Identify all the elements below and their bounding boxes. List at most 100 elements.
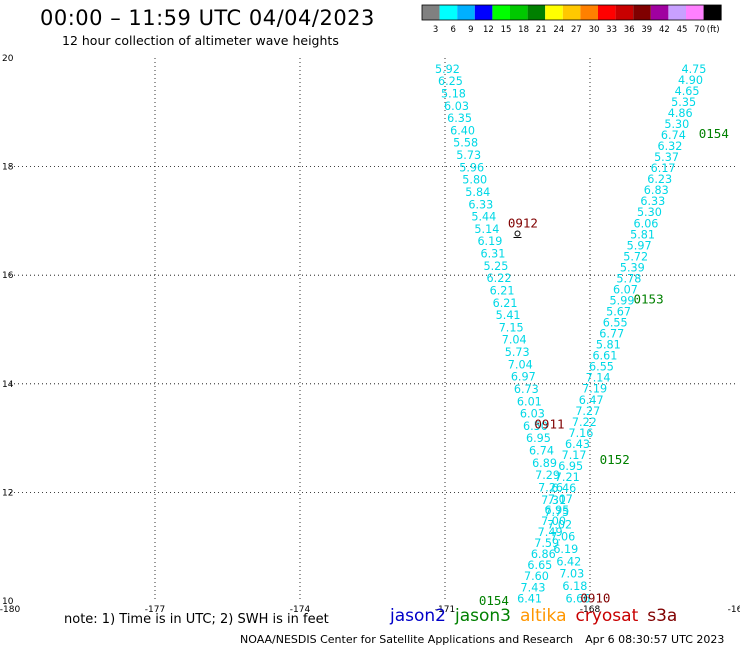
wave-height-value: 6.03 — [444, 100, 469, 113]
wave-height-value: 5.14 — [474, 223, 499, 236]
lon-tick-label: -16 — [728, 605, 740, 615]
wave-height-value: 7.22 — [572, 416, 597, 429]
legend-swatch — [545, 5, 563, 20]
footer-source: NOAA/NESDIS Center for Satellite Applica… — [240, 633, 574, 646]
legend-unit: (ft) — [707, 25, 720, 35]
wave-height-value: 5.41 — [496, 309, 521, 322]
wave-height-value: 6.35 — [447, 112, 472, 125]
wave-height-value: 6.50 — [523, 420, 548, 433]
wave-height-value: 5.97 — [627, 239, 652, 252]
wave-height-value: 6.21 — [490, 284, 515, 297]
map-title: 00:00 – 11:59 UTC 04/04/2023 — [40, 6, 375, 30]
wave-height-value: 6.61 — [592, 350, 617, 363]
wave-height-value: 6.06 — [634, 217, 659, 230]
legend-label: 39 — [641, 25, 652, 35]
wave-height-value: 6.42 — [556, 555, 581, 568]
wave-height-value: 6.01 — [517, 395, 542, 408]
legend-swatch — [527, 5, 546, 20]
wave-height-value: 6.40 — [450, 124, 475, 137]
wave-height-value: 6.31 — [480, 248, 505, 261]
wave-height-value: 5.99 — [610, 294, 635, 307]
lat-tick-label: 16 — [2, 271, 14, 281]
wave-height-value: 5.84 — [465, 186, 490, 199]
wave-height-value: 6.95 — [558, 460, 583, 473]
wave-height-value: 7.27 — [575, 405, 600, 418]
wave-height-value: 5.37 — [654, 151, 679, 164]
legend-swatch — [703, 5, 722, 20]
wave-height-value: 5.96 — [459, 161, 484, 174]
wave-height-value: 6.46 — [551, 482, 576, 495]
wave-height-value: 6.33 — [468, 198, 493, 211]
lon-tick-label: -171 — [435, 605, 455, 615]
lon-tick-label: -168 — [580, 605, 601, 615]
legend-swatch — [615, 5, 634, 20]
wave-height-value: 6.47 — [579, 394, 604, 407]
satellite-name: cryosat — [575, 606, 639, 626]
wave-height-value: 6.95 — [526, 432, 551, 445]
wave-height-value: 5.78 — [616, 272, 641, 285]
satellite-name: jason3 — [455, 606, 511, 626]
wave-height-value: 7.00 — [541, 515, 566, 528]
wave-height-value: 6.86 — [531, 548, 556, 561]
legend-label: 18 — [518, 25, 529, 35]
wave-height-value: 4.75 — [681, 63, 706, 76]
wave-height-value: 6.74 — [661, 129, 686, 142]
wave-height-value: 6.55 — [603, 317, 628, 330]
pass-time-label: 0154 — [479, 593, 509, 608]
wave-height-value: 7.07 — [548, 493, 573, 506]
wave-height-value: 6.25 — [438, 75, 463, 88]
legend-label: 3 — [433, 25, 438, 35]
legend-swatch — [422, 5, 440, 20]
wave-height-value: 7.02 — [547, 518, 572, 531]
wave-height-value: 6.97 — [511, 371, 536, 384]
legend-swatch — [668, 5, 686, 20]
wave-height-value: 7.60 — [524, 570, 549, 583]
color-legend: 3 6 9 12 15 18 21 24 27 30 33 36 39 42 45 70 (ft) — [421, 4, 722, 35]
satellite-name: altika — [520, 606, 567, 626]
footer-timestamp: Apr 6 08:30:57 UTC 2023 — [585, 633, 725, 646]
legend-label: 24 — [553, 25, 564, 35]
wave-height-value: 5.80 — [462, 174, 487, 187]
satellite-name: s3a — [647, 606, 678, 626]
footer-credit: NOAA/NESDIS Center for Satellite Applica… — [240, 633, 724, 646]
legend-label: 6 — [450, 25, 455, 35]
legend-swatch — [686, 5, 704, 20]
map-grid — [10, 58, 735, 601]
wave-height-value: 7.16 — [568, 427, 593, 440]
location-marker-icon — [513, 230, 522, 238]
wave-height-value: 7.06 — [550, 531, 575, 544]
legend-label: 21 — [536, 25, 547, 35]
legend-swatch — [474, 5, 493, 20]
wave-height-value: 7.04 — [508, 358, 533, 371]
wave-height-value: 7.49 — [538, 526, 563, 539]
wave-height-value: 6.95 — [545, 504, 570, 517]
wave-height-value: 4.65 — [675, 85, 700, 98]
wave-height-value: 6.21 — [493, 297, 518, 310]
satellite-name: jason2 — [390, 606, 446, 626]
wave-height-value: 6.19 — [477, 235, 502, 248]
wave-height-value: 6.17 — [651, 162, 676, 175]
wave-height-value: 7.04 — [502, 334, 527, 347]
wave-height-value: 6.55 — [589, 361, 614, 374]
map-subtitle: 12 hour collection of altimeter wave hei… — [62, 33, 339, 48]
wave-height-value: 5.67 — [606, 306, 631, 319]
pass-time-label: 0910 — [580, 590, 610, 605]
wave-height-value: 6.73 — [514, 383, 539, 396]
wave-height-value: 7.43 — [521, 581, 546, 594]
wave-height-value: 6.89 — [532, 457, 557, 470]
wave-height-value: 5.44 — [471, 211, 496, 224]
wave-height-value: 6.32 — [657, 140, 682, 153]
legend-label: 12 — [483, 25, 494, 35]
wave-height-value: 5.18 — [441, 87, 466, 100]
wave-height-value: 4.90 — [678, 74, 703, 87]
wave-height-value: 5.72 — [623, 250, 648, 263]
wave-height-value: 7.14 — [586, 372, 611, 385]
wave-height-value: 6.43 — [565, 438, 590, 451]
wave-height-value: 7.59 — [534, 537, 559, 550]
legend-swatch — [457, 5, 475, 20]
legend-label: 33 — [606, 25, 617, 35]
legend-swatch — [510, 5, 528, 20]
legend-label: 30 — [589, 25, 600, 35]
legend-swatch — [492, 5, 510, 20]
lon-tick-label: -174 — [290, 605, 311, 615]
